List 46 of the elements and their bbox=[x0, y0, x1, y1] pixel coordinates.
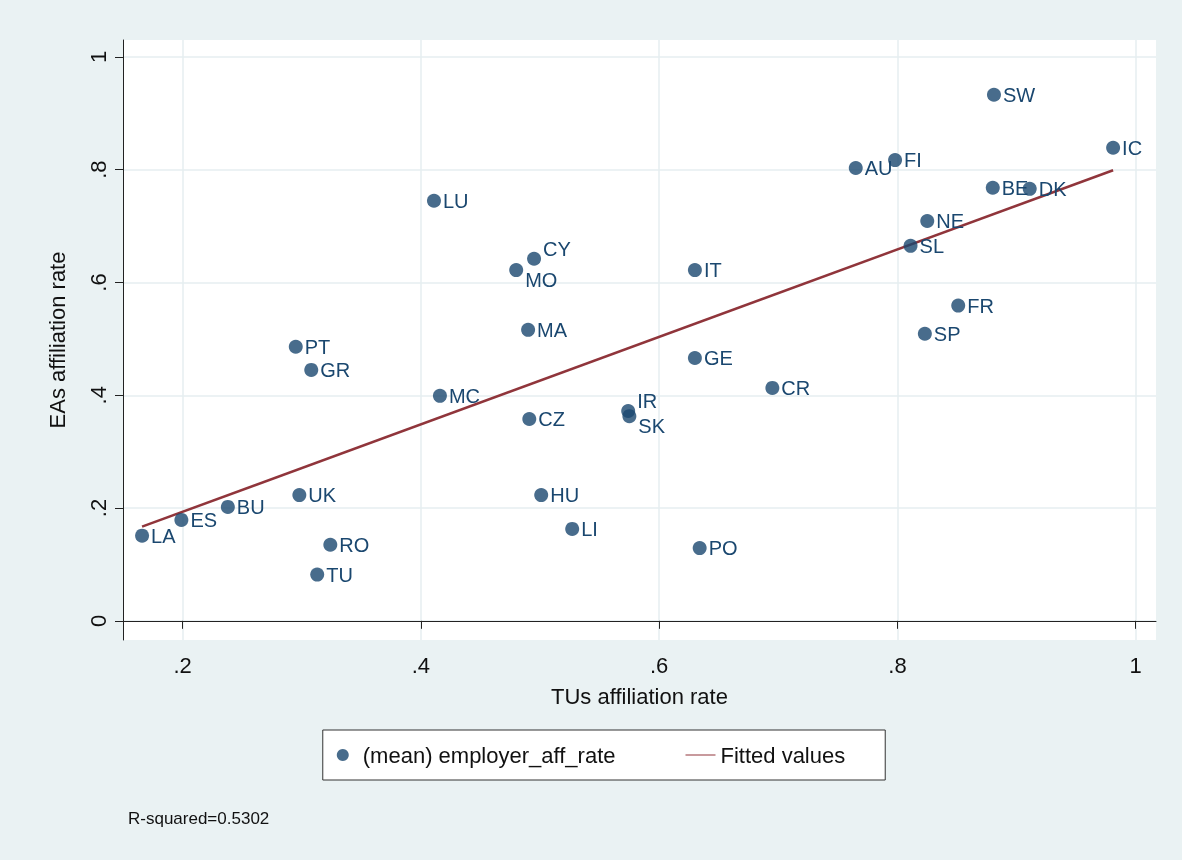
annotation: UK bbox=[308, 484, 337, 507]
annotation: TU bbox=[326, 563, 353, 586]
y-tick-label: .2 bbox=[85, 498, 111, 518]
annotation: IT bbox=[703, 259, 722, 282]
annotation: CR bbox=[781, 376, 811, 399]
annotation: MC bbox=[448, 384, 481, 407]
y-tick-label: 1 bbox=[85, 50, 111, 64]
annotation: FI bbox=[904, 149, 922, 172]
annotation: HU bbox=[550, 484, 580, 507]
annotation: SP bbox=[933, 322, 961, 345]
annotation: IC bbox=[1122, 136, 1143, 159]
annotation: RO bbox=[339, 533, 370, 556]
x-axis-title: TUs affiliation rate bbox=[551, 683, 728, 709]
y-axis-title: EAs affiliation rate bbox=[44, 251, 70, 429]
annotation: GR bbox=[320, 358, 351, 381]
annotation: SK bbox=[638, 415, 666, 438]
annotation: SW bbox=[1002, 83, 1036, 106]
annotation: ES bbox=[190, 508, 218, 531]
legend-label: (mean) employer_aff_rate bbox=[362, 742, 616, 768]
x-tick-label: .6 bbox=[649, 652, 669, 678]
annotation: AU bbox=[864, 157, 893, 180]
x-tick-label: .2 bbox=[173, 652, 192, 678]
text: R-squared=0.5302 bbox=[128, 809, 270, 828]
x-tick-label: .8 bbox=[888, 652, 907, 678]
y-tick-label: .4 bbox=[85, 386, 111, 405]
annotation: SL bbox=[919, 234, 945, 257]
annotation: GE bbox=[703, 347, 733, 370]
annotation: MO bbox=[525, 269, 558, 292]
x-tick-label: 1 bbox=[1129, 652, 1142, 678]
y-tick-label: 0 bbox=[85, 614, 111, 627]
annotation: FR bbox=[967, 294, 994, 317]
annotation: PT bbox=[304, 335, 331, 358]
annotation: LI bbox=[581, 517, 598, 540]
annotation: MA bbox=[537, 318, 568, 341]
legend-label: Fitted values bbox=[720, 742, 846, 768]
annotation: NE bbox=[936, 210, 965, 233]
annotation: LU bbox=[442, 189, 469, 212]
annotation: CY bbox=[543, 237, 571, 260]
annotation: CZ bbox=[538, 407, 565, 430]
y-tick-label: .8 bbox=[85, 160, 111, 179]
annotation: IR bbox=[637, 390, 658, 413]
annotation: BU bbox=[236, 495, 265, 518]
y-tick-label: .6 bbox=[85, 273, 111, 292]
annotation: PO bbox=[708, 537, 738, 560]
annotation: LA bbox=[151, 524, 177, 547]
x-tick-label: .4 bbox=[411, 652, 431, 678]
